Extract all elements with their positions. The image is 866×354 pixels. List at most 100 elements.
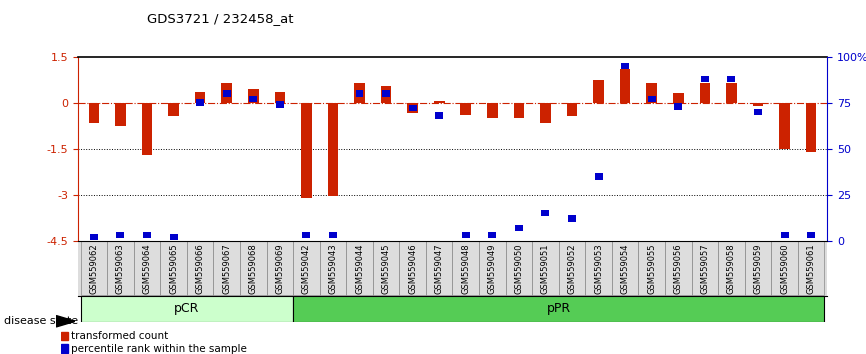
Text: disease state: disease state — [4, 316, 79, 326]
Bar — [701, 75, 709, 82]
Text: GSM559059: GSM559059 — [753, 244, 762, 294]
Text: GSM559057: GSM559057 — [701, 244, 709, 294]
Bar — [673, 93, 683, 103]
Bar — [595, 173, 603, 179]
Bar — [675, 103, 682, 110]
Text: GSM559066: GSM559066 — [196, 244, 204, 294]
FancyBboxPatch shape — [399, 241, 426, 295]
Text: GSM559067: GSM559067 — [223, 244, 231, 294]
Bar — [779, 103, 790, 149]
FancyBboxPatch shape — [533, 241, 559, 295]
Bar — [196, 99, 204, 106]
Bar — [302, 232, 310, 239]
Bar — [381, 86, 391, 103]
Bar — [515, 225, 523, 231]
FancyBboxPatch shape — [638, 241, 665, 295]
Bar — [648, 96, 656, 102]
Bar — [646, 83, 657, 103]
Bar — [90, 234, 98, 240]
Text: GSM559049: GSM559049 — [488, 244, 497, 294]
Bar — [170, 234, 178, 240]
Bar — [593, 80, 604, 103]
Text: GSM559061: GSM559061 — [806, 244, 816, 294]
FancyBboxPatch shape — [133, 241, 160, 295]
Text: transformed count: transformed count — [71, 331, 169, 341]
Bar — [754, 109, 762, 115]
Text: GSM559060: GSM559060 — [780, 244, 789, 294]
Text: GSM559069: GSM559069 — [275, 244, 284, 294]
Bar — [726, 83, 737, 103]
Bar — [275, 92, 285, 103]
FancyBboxPatch shape — [213, 241, 240, 295]
Text: GSM559064: GSM559064 — [143, 244, 152, 294]
Bar — [407, 103, 418, 113]
Bar — [461, 103, 471, 115]
Text: GSM559058: GSM559058 — [727, 244, 736, 294]
Bar — [354, 83, 365, 103]
Bar — [487, 103, 498, 118]
Text: GSM559055: GSM559055 — [647, 244, 656, 294]
Bar — [540, 103, 551, 122]
Text: GSM559053: GSM559053 — [594, 244, 603, 294]
Bar — [620, 69, 630, 103]
Text: GSM559062: GSM559062 — [89, 244, 99, 294]
Text: pPR: pPR — [546, 302, 571, 315]
Bar — [753, 103, 763, 106]
FancyBboxPatch shape — [612, 241, 638, 295]
Bar — [462, 232, 469, 239]
Text: GSM559043: GSM559043 — [328, 244, 338, 294]
Bar — [780, 232, 789, 239]
Bar — [621, 63, 629, 69]
FancyBboxPatch shape — [320, 241, 346, 295]
FancyBboxPatch shape — [506, 241, 533, 295]
Bar — [293, 296, 824, 322]
Text: GSM559044: GSM559044 — [355, 244, 364, 294]
FancyBboxPatch shape — [107, 241, 133, 295]
Bar — [249, 96, 257, 102]
FancyBboxPatch shape — [452, 241, 479, 295]
Text: GSM559051: GSM559051 — [541, 244, 550, 294]
Text: percentile rank within the sample: percentile rank within the sample — [71, 343, 248, 354]
FancyBboxPatch shape — [160, 241, 187, 295]
Text: GSM559056: GSM559056 — [674, 244, 682, 294]
FancyBboxPatch shape — [267, 241, 293, 295]
FancyBboxPatch shape — [81, 241, 107, 295]
Text: GSM559050: GSM559050 — [514, 244, 523, 294]
Bar — [81, 296, 293, 322]
FancyBboxPatch shape — [346, 241, 372, 295]
FancyBboxPatch shape — [479, 241, 506, 295]
Bar — [488, 232, 496, 239]
Text: GSM559063: GSM559063 — [116, 244, 125, 294]
Bar — [568, 215, 576, 222]
Bar — [276, 101, 284, 108]
Bar — [61, 344, 68, 353]
Bar — [116, 232, 125, 239]
Text: GSM559042: GSM559042 — [302, 244, 311, 294]
Bar — [115, 103, 126, 126]
Bar — [195, 92, 205, 103]
FancyBboxPatch shape — [426, 241, 452, 295]
Bar — [541, 210, 549, 216]
FancyBboxPatch shape — [372, 241, 399, 295]
Polygon shape — [56, 316, 75, 327]
Text: GDS3721 / 232458_at: GDS3721 / 232458_at — [147, 12, 294, 25]
Bar — [700, 83, 710, 103]
Bar — [88, 103, 100, 122]
FancyBboxPatch shape — [585, 241, 612, 295]
Text: GSM559068: GSM559068 — [249, 244, 258, 294]
FancyBboxPatch shape — [718, 241, 745, 295]
Text: pCR: pCR — [174, 302, 199, 315]
Bar — [807, 232, 815, 239]
Text: GSM559045: GSM559045 — [382, 244, 391, 294]
Bar — [142, 103, 152, 155]
FancyBboxPatch shape — [293, 241, 320, 295]
Bar — [223, 90, 230, 97]
FancyBboxPatch shape — [240, 241, 267, 295]
Bar — [382, 90, 390, 97]
Bar — [566, 103, 578, 116]
Bar — [248, 89, 259, 103]
Bar — [514, 103, 524, 118]
Bar — [805, 103, 817, 152]
Bar — [301, 103, 312, 198]
Bar — [727, 75, 735, 82]
